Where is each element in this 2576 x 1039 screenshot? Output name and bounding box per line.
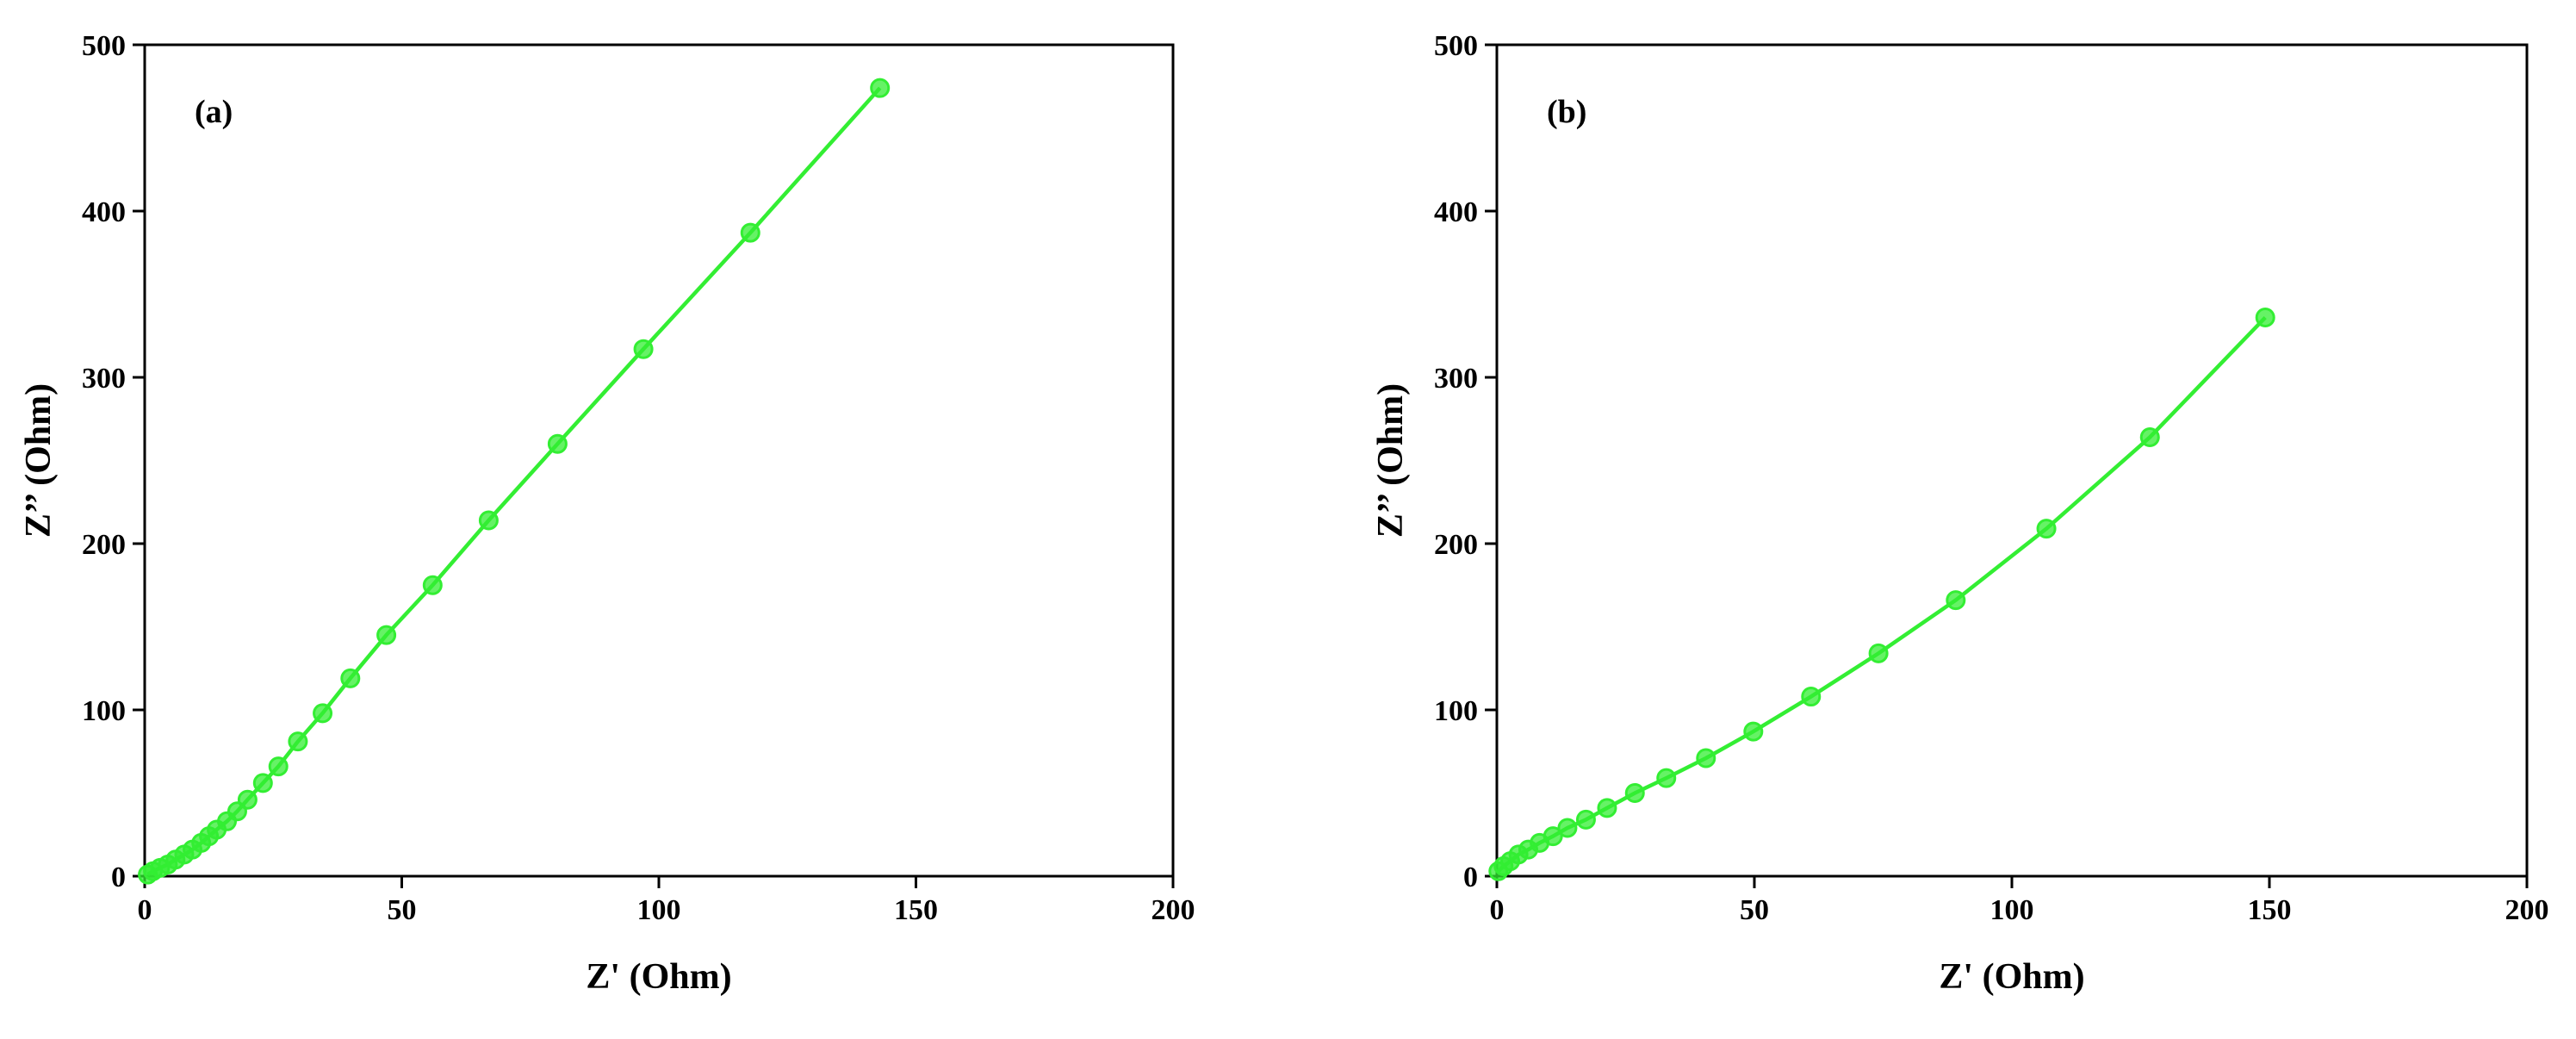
y-tick-label: 500 <box>1434 30 1478 62</box>
y-tick-label: 300 <box>1434 363 1478 395</box>
y-tick-label: 0 <box>111 862 126 893</box>
data-point <box>2139 426 2160 447</box>
plot-frame <box>143 43 1175 878</box>
data-point <box>740 222 760 243</box>
x-tick-label: 50 <box>388 894 417 926</box>
x-tick-label: 100 <box>637 894 681 926</box>
data-point <box>376 625 397 645</box>
data-point <box>1696 748 1716 768</box>
x-tick-label: 200 <box>1151 894 1195 926</box>
data-point <box>237 789 258 810</box>
x-tick-label: 150 <box>894 894 938 926</box>
data-point <box>2255 308 2275 328</box>
data-point <box>422 575 443 595</box>
data-point <box>252 773 273 793</box>
data-point <box>1557 818 1578 838</box>
data-point <box>340 668 361 688</box>
data-point <box>1946 590 1966 611</box>
data-point <box>313 703 333 724</box>
x-tick-label: 0 <box>1490 894 1505 926</box>
data-point <box>1575 809 1596 830</box>
data-point <box>547 433 568 454</box>
y-tick-label: 300 <box>82 363 126 395</box>
data-point <box>268 756 289 777</box>
data-point <box>870 78 891 98</box>
x-axis-label: Z' (Ohm) <box>586 957 731 997</box>
data-point <box>1868 643 1889 663</box>
x-tick-label: 0 <box>138 894 152 926</box>
y-tick-label: 500 <box>82 30 126 62</box>
y-tick-label: 100 <box>1434 695 1478 727</box>
panel-label: (a) <box>195 94 233 130</box>
data-point <box>1743 721 1764 742</box>
y-tick-label: 0 <box>1463 862 1478 893</box>
data-point <box>478 510 499 531</box>
panel-label: (b) <box>1547 94 1586 130</box>
x-axis-label: Z' (Ohm) <box>1939 957 2084 997</box>
y-tick-label: 400 <box>1434 196 1478 228</box>
x-tick-label: 50 <box>1740 894 1769 926</box>
data-line <box>146 86 882 876</box>
y-tick-label: 100 <box>82 695 126 727</box>
x-tick-label: 100 <box>1990 894 2034 926</box>
data-point <box>633 339 654 359</box>
data-point <box>1656 768 1677 788</box>
y-axis-label: Z’’ (Ohm) <box>1371 383 1411 538</box>
y-tick-label: 400 <box>82 196 126 228</box>
data-point <box>1597 798 1617 818</box>
plot-frame <box>1495 43 2529 878</box>
y-axis-label: Z’’ (Ohm) <box>19 383 59 538</box>
data-point <box>1542 826 1563 847</box>
x-tick-label: 200 <box>2505 894 2549 926</box>
data-point <box>2036 519 2057 539</box>
panel: 0 50 100 150 200 0 100 200 300 400 500 Z' (Ohm) Z’’ … <box>19 30 1195 997</box>
panel: 0 50 100 150 200 0 100 200 300 400 500 Z' (Ohm) Z’’ … <box>1371 30 2549 997</box>
x-tick-label: 150 <box>2248 894 2292 926</box>
data-point <box>288 731 308 752</box>
y-tick-label: 200 <box>1434 529 1478 561</box>
data-point <box>1624 783 1645 803</box>
y-tick-label: 200 <box>82 529 126 561</box>
data-point <box>1801 687 1822 707</box>
data-line <box>1497 315 2267 873</box>
